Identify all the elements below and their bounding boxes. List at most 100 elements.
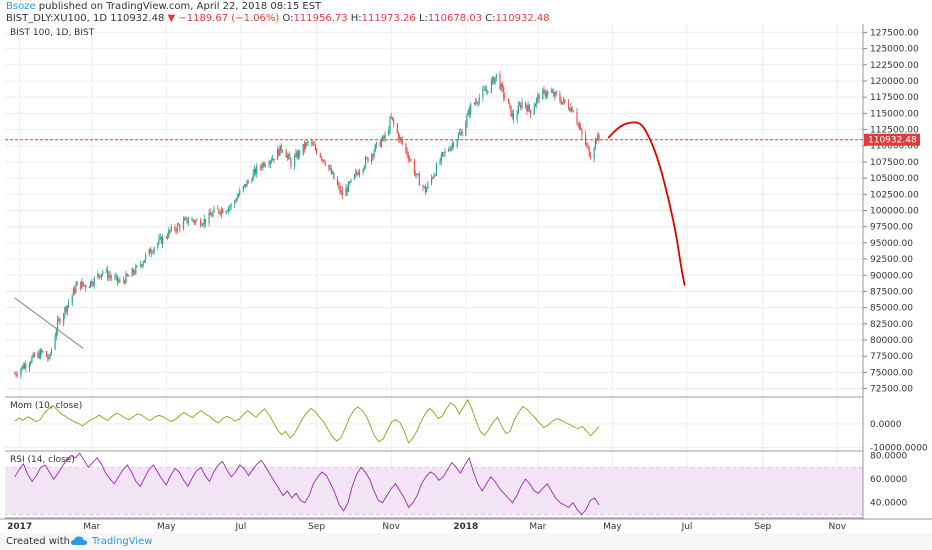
candle-down <box>14 373 16 375</box>
candle-up <box>276 149 279 161</box>
price-tick-label: 102500.00 <box>870 190 919 200</box>
candle-up <box>551 92 554 93</box>
candle-down <box>571 107 573 112</box>
candle-down <box>588 147 590 156</box>
candle-down <box>336 178 339 185</box>
candle-down <box>290 159 292 167</box>
candle-down <box>109 275 111 277</box>
candle-up <box>55 330 57 337</box>
publish-info: published on TradingView.com, April 22, … <box>38 1 322 12</box>
candle-down <box>92 284 94 286</box>
candle-down <box>461 131 463 136</box>
candle-up <box>54 336 56 350</box>
change-readout: −1189.67 (−1.06%) <box>178 13 280 24</box>
candle-down <box>247 180 249 182</box>
candle-up <box>594 139 596 148</box>
candle-down <box>245 184 247 187</box>
candle-up <box>229 206 231 208</box>
candle-down <box>322 159 324 161</box>
candle-up <box>63 314 65 324</box>
candle-up <box>136 265 138 267</box>
candle-up <box>353 174 356 180</box>
time-tick-label: Mar <box>529 522 546 532</box>
candle-up <box>252 172 254 181</box>
candle-down <box>107 269 109 278</box>
candle-up <box>234 200 236 205</box>
price-tick-label: 92500.00 <box>870 255 913 265</box>
price-tick-label: 120000.00 <box>870 77 919 87</box>
candle-up <box>483 89 485 91</box>
candle-up <box>251 180 253 182</box>
candle-down <box>25 364 27 368</box>
candle-down <box>397 132 400 140</box>
candle-down <box>538 95 540 100</box>
candle-down <box>553 92 555 97</box>
candle-down <box>396 123 398 133</box>
candle-down <box>512 113 515 120</box>
candle-up <box>102 271 104 274</box>
candle-up <box>597 134 599 141</box>
projection-curve <box>607 121 686 286</box>
candle-down <box>217 208 219 210</box>
candle-up <box>345 188 347 196</box>
candle-down <box>476 102 478 104</box>
candle-up <box>157 243 159 248</box>
candle-down <box>405 143 407 151</box>
author-name[interactable]: Bsoze <box>6 1 36 12</box>
candle-up <box>108 275 110 278</box>
candle-up <box>435 163 438 175</box>
candle-up <box>131 269 133 277</box>
price-tick-label: 97500.00 <box>870 223 913 233</box>
tradingview-brand[interactable]: TradingView <box>92 536 153 547</box>
candle-down <box>356 172 358 174</box>
candle-up <box>272 158 274 161</box>
candle-up <box>511 113 513 117</box>
price-tick-label: 100000.00 <box>870 207 919 217</box>
candle-down <box>261 166 263 168</box>
candle-up <box>202 224 204 226</box>
candle-down <box>525 101 527 108</box>
candle-down <box>418 175 420 186</box>
candle-up <box>478 97 480 103</box>
candle-down <box>443 152 445 154</box>
candle-down <box>116 275 119 282</box>
candle-down <box>529 109 532 115</box>
price-tick-label: 125000.00 <box>870 45 919 55</box>
candle-up <box>115 275 117 277</box>
candle-down <box>559 94 561 101</box>
candle-up <box>262 162 264 168</box>
candle-up <box>459 133 461 135</box>
candle-up <box>545 94 548 97</box>
candle-down <box>499 74 501 90</box>
candle-up <box>236 197 238 201</box>
candle-down <box>82 282 84 286</box>
candle-down <box>280 145 282 151</box>
candle-up <box>302 143 304 155</box>
candle-up <box>423 186 425 188</box>
candle-down <box>110 276 112 278</box>
candle-up <box>500 84 502 90</box>
candle-up <box>118 281 120 282</box>
candle-up <box>220 209 222 215</box>
candle-down <box>484 89 486 92</box>
price-tick-label: 90000.00 <box>870 271 913 281</box>
candle-down <box>543 89 545 91</box>
candle-down <box>122 280 125 281</box>
candle-up <box>242 185 244 191</box>
candle-down <box>219 212 221 215</box>
candle-up <box>50 349 53 355</box>
candle-up <box>281 150 284 152</box>
close-label: C: <box>485 13 496 24</box>
candle-up <box>100 273 103 278</box>
candle-up <box>88 286 90 289</box>
candle-down <box>330 168 332 174</box>
candle-down <box>391 116 394 120</box>
candle-up <box>239 190 241 195</box>
candle-up <box>119 280 121 282</box>
candle-up <box>23 364 26 369</box>
last-price-label: 110932.48 <box>868 136 917 146</box>
candle-down <box>80 281 82 289</box>
candle-down <box>401 139 403 144</box>
candle-down <box>298 151 301 155</box>
